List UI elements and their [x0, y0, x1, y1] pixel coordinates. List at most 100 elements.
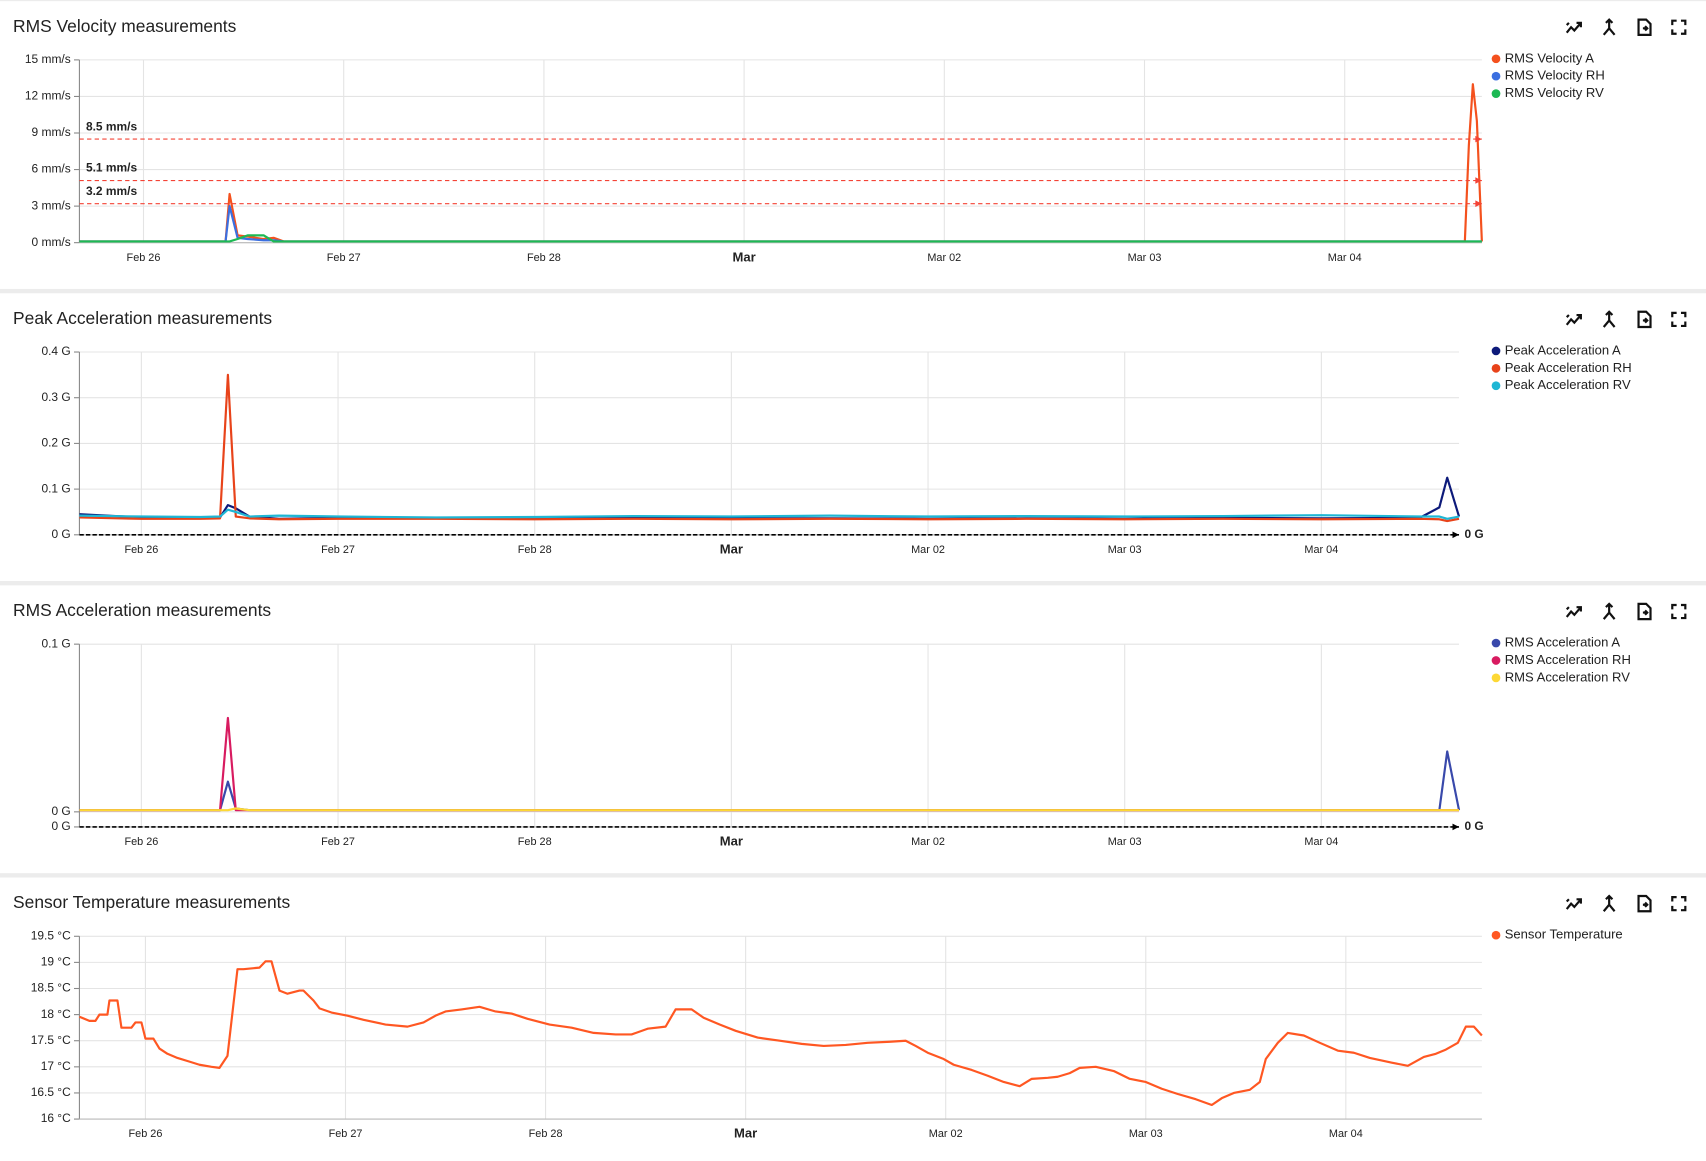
- y-tick-label: 17 °C: [41, 1059, 71, 1073]
- x-tick-label: Feb 28: [518, 544, 552, 556]
- panel-separator: [0, 581, 1706, 586]
- legend-item[interactable]: RMS Velocity RH: [1491, 68, 1605, 83]
- x-tick-label: Mar 04: [1304, 836, 1338, 848]
- legend-item[interactable]: RMS Acceleration RH: [1491, 652, 1631, 667]
- x-tick-label: Mar: [734, 1126, 757, 1141]
- y-tick-label: 18.5 °C: [31, 981, 71, 995]
- toolbar-icon[interactable]: [1671, 896, 1687, 912]
- legend-swatch: [1491, 71, 1501, 81]
- threshold-label: 0 G: [1464, 819, 1483, 833]
- x-tick-label: Mar 02: [911, 836, 945, 848]
- toolbar-icon[interactable]: [1602, 894, 1616, 912]
- toolbar-icon[interactable]: [1565, 313, 1582, 326]
- y-tick-label: 15 mm/s: [25, 52, 71, 66]
- y-tick-label: 16 °C: [41, 1111, 71, 1125]
- y-tick-label: 0.1 G: [41, 636, 70, 650]
- legend-item[interactable]: Peak Acceleration A: [1491, 342, 1621, 357]
- toolbar-icon[interactable]: [1671, 603, 1687, 620]
- y-tick-label: 0 mm/s: [32, 235, 71, 249]
- legend-item[interactable]: Sensor Temperature: [1491, 927, 1623, 942]
- chart-panel: RMS Velocity measurements Feb 26 Feb 27 Feb…: [0, 0, 1706, 264]
- series-line: [79, 716, 1460, 812]
- y-tick-label: 3 mm/s: [32, 198, 71, 212]
- toolbar-icon[interactable]: [1565, 21, 1582, 34]
- legend-swatch: [1491, 54, 1501, 64]
- legend-label: Peak Acceleration RV: [1505, 377, 1631, 392]
- legend-swatch: [1491, 673, 1501, 683]
- icon-shape: [1602, 894, 1616, 912]
- y-tick-label: 17.5 °C: [31, 1033, 71, 1047]
- series-line: [79, 234, 1482, 243]
- y-tick-label: 0.1 G: [41, 481, 70, 495]
- y-tick-label: 12 mm/s: [25, 89, 71, 103]
- chart-panel: Sensor Temperature measurements Feb 26 Feb…: [0, 873, 1706, 1141]
- x-tick-label: Mar 02: [911, 544, 945, 556]
- toolbar-icon[interactable]: [1637, 310, 1652, 329]
- series-line: [79, 373, 1460, 523]
- series-line: [79, 807, 1460, 812]
- legend-label: Peak Acceleration A: [1505, 342, 1621, 357]
- x-tick-label: Feb 27: [329, 1128, 363, 1140]
- threshold-arrow: [1475, 200, 1482, 207]
- threshold-label: 0 G: [1464, 527, 1483, 541]
- x-tick-label: Feb 28: [518, 836, 552, 848]
- chart-title: RMS Velocity measurements: [13, 16, 237, 36]
- icon-shape: [1637, 602, 1652, 621]
- series-line: [79, 960, 1483, 1107]
- series-line: [79, 83, 1483, 243]
- panel-separator: [0, 873, 1706, 878]
- chart-title: Peak Acceleration measurements: [13, 308, 272, 328]
- threshold-arrow: [1452, 823, 1460, 831]
- x-tick-label: Mar 04: [1304, 544, 1338, 556]
- x-tick-label: Mar 02: [929, 1128, 963, 1140]
- legend-item[interactable]: RMS Velocity RV: [1491, 85, 1604, 100]
- icon-shape: [1602, 18, 1616, 36]
- y-tick-label: 0.2 G: [41, 436, 70, 450]
- x-tick-label: Mar 03: [1129, 1128, 1163, 1140]
- y-tick-label: 18 °C: [41, 1007, 71, 1021]
- threshold-arrow: [1475, 135, 1482, 143]
- icon-shape: [1637, 310, 1652, 329]
- y-tick-label: 0 G: [51, 527, 70, 541]
- x-tick-label: Feb 28: [529, 1128, 563, 1140]
- icon-shape: [1565, 606, 1582, 618]
- x-tick-label: Feb 26: [124, 836, 158, 848]
- legend-label: Peak Acceleration RH: [1505, 360, 1632, 375]
- toolbar-icon[interactable]: [1637, 894, 1652, 913]
- y-tick-label: 0 G: [51, 819, 70, 833]
- legend-item[interactable]: Peak Acceleration RV: [1491, 377, 1631, 392]
- toolbar-icon[interactable]: [1671, 19, 1687, 35]
- toolbar-icon[interactable]: [1637, 602, 1652, 621]
- toolbar-icon[interactable]: [1602, 18, 1616, 36]
- x-tick-label: Feb 26: [124, 544, 158, 556]
- legend-item[interactable]: RMS Velocity A: [1491, 50, 1595, 65]
- icon-shape: [1565, 21, 1582, 34]
- toolbar-icon[interactable]: [1565, 898, 1582, 910]
- icon-shape: [1565, 313, 1582, 326]
- x-tick-label: Mar: [720, 541, 743, 556]
- threshold-label: 8.5 mm/s: [86, 119, 138, 133]
- icon-shape: [1671, 19, 1687, 35]
- toolbar-icon[interactable]: [1671, 311, 1687, 327]
- x-tick-label: Feb 28: [527, 252, 561, 264]
- icon-shape: [1671, 603, 1687, 620]
- legend-label: RMS Velocity RV: [1505, 85, 1604, 100]
- toolbar-icon[interactable]: [1565, 606, 1582, 618]
- toolbar-icon[interactable]: [1637, 18, 1652, 36]
- legend-label: RMS Acceleration RV: [1505, 669, 1631, 684]
- legend-item[interactable]: RMS Acceleration RV: [1491, 669, 1631, 684]
- x-tick-label: Feb 26: [127, 252, 161, 264]
- x-tick-label: Mar 04: [1329, 1128, 1363, 1140]
- legend-swatch: [1491, 346, 1501, 356]
- x-tick-label: Mar 03: [1108, 836, 1142, 848]
- toolbar-icon[interactable]: [1602, 602, 1616, 620]
- panel-separator: [0, 288, 1706, 294]
- legend-item[interactable]: RMS Acceleration A: [1491, 635, 1621, 650]
- x-tick-label: Mar: [733, 249, 756, 264]
- legend-item[interactable]: Peak Acceleration RH: [1491, 360, 1632, 375]
- y-tick-label: 9 mm/s: [32, 125, 71, 139]
- toolbar-icon[interactable]: [1602, 310, 1616, 328]
- y-tick-label: 0.4 G: [41, 344, 70, 358]
- x-tick-label: Mar 02: [927, 252, 961, 264]
